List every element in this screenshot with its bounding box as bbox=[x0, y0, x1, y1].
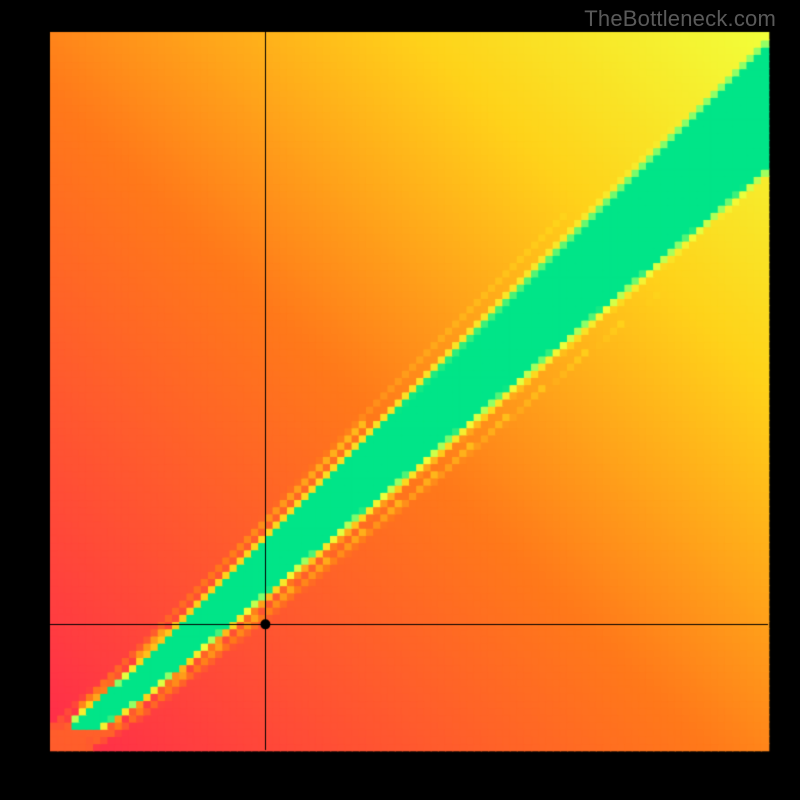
bottleneck-heatmap bbox=[0, 0, 800, 800]
watermark-text: TheBottleneck.com bbox=[584, 6, 776, 32]
chart-container: { "watermark": { "text": "TheBottleneck.… bbox=[0, 0, 800, 800]
